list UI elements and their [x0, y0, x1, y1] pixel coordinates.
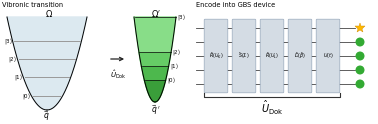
Text: $\hat{U}_{\mathrm{Dok}}$: $\hat{U}_{\mathrm{Dok}}$: [261, 99, 283, 117]
Text: $U(t)$: $U(t)$: [322, 51, 333, 61]
Text: $\vec{q}\,'$: $\vec{q}\,'$: [151, 103, 161, 117]
Circle shape: [356, 80, 364, 88]
FancyBboxPatch shape: [260, 19, 284, 93]
Polygon shape: [7, 17, 87, 110]
Text: $\Omega$: $\Omega$: [45, 8, 53, 19]
Circle shape: [356, 52, 364, 60]
Text: $\vec{q}$: $\vec{q}$: [43, 109, 49, 123]
Polygon shape: [144, 80, 166, 102]
Circle shape: [356, 38, 364, 46]
Text: $\hat{R}(U_L)$: $\hat{R}(U_L)$: [265, 51, 279, 61]
Text: Encode into GBS device: Encode into GBS device: [196, 2, 275, 8]
Text: $|2\rangle$: $|2\rangle$: [8, 54, 17, 64]
Text: Vibronic transition: Vibronic transition: [2, 2, 63, 8]
Polygon shape: [139, 52, 171, 66]
FancyBboxPatch shape: [204, 19, 228, 93]
Text: $|2\rangle$: $|2\rangle$: [172, 47, 181, 57]
Text: $\hat{S}(\Sigma)$: $\hat{S}(\Sigma)$: [238, 51, 250, 61]
FancyBboxPatch shape: [316, 19, 340, 93]
Text: $\hat{R}(U_K)$: $\hat{R}(U_K)$: [209, 51, 223, 61]
Polygon shape: [141, 66, 169, 80]
Text: $|0\rangle$: $|0\rangle$: [22, 91, 31, 101]
Circle shape: [356, 66, 364, 74]
Text: $\hat{D}(\hat{\beta})$: $\hat{D}(\hat{\beta})$: [294, 51, 306, 61]
Text: $\hat{U}_{\mathrm{Dok}}$: $\hat{U}_{\mathrm{Dok}}$: [110, 68, 126, 81]
Polygon shape: [134, 17, 176, 52]
Text: $|1\rangle$: $|1\rangle$: [170, 61, 179, 71]
Text: $|3\rangle$: $|3\rangle$: [177, 12, 186, 22]
Text: $|3\rangle$: $|3\rangle$: [3, 36, 12, 46]
FancyBboxPatch shape: [288, 19, 312, 93]
Text: $|0\rangle$: $|0\rangle$: [167, 75, 176, 85]
FancyBboxPatch shape: [232, 19, 256, 93]
Text: $|1\rangle$: $|1\rangle$: [14, 72, 23, 82]
Text: $\Omega'$: $\Omega'$: [151, 8, 161, 19]
